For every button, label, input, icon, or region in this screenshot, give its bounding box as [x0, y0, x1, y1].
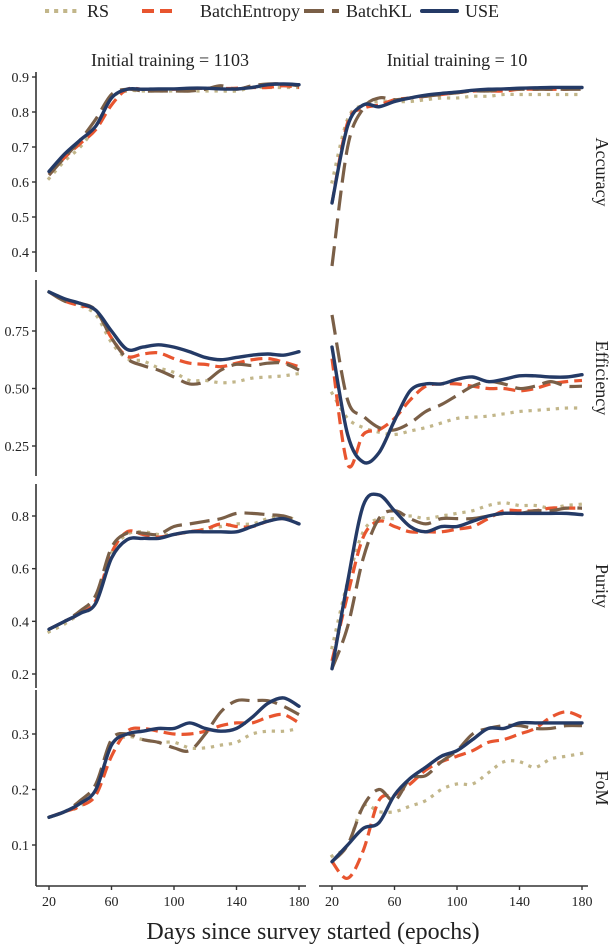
row-strip-fom: FoM: [592, 770, 612, 805]
series-line-use: [330, 720, 584, 864]
legend-label: BatchEntropy: [200, 1, 300, 21]
panel-efficiency-1: 0.25 0.50 0.75: [5, 280, 301, 476]
panel-purity-2: [330, 492, 584, 671]
legend-item-rs: RS: [45, 1, 109, 21]
x-tick-label: 60: [105, 895, 119, 910]
column-strip-labels: Initial training = 1103 Initial training …: [91, 50, 527, 70]
y-tick-label: 0.9: [12, 71, 30, 86]
y-tick-label: 0.6: [12, 563, 30, 578]
series-line-rs: [330, 92, 584, 184]
x-axis-1: 20 60 100 140 180: [36, 885, 310, 910]
series-line-rs: [330, 501, 584, 650]
series-line-batchentropy: [330, 358, 583, 469]
y-tick-label: 0.7: [12, 141, 30, 156]
series-line-rs: [46, 726, 301, 820]
panel-efficiency-2: [329, 314, 584, 469]
panel-accuracy-1: 0.4 0.5 0.6 0.7 0.8 0.9: [12, 71, 301, 272]
series-line-batchentropy: [48, 712, 300, 819]
panel-fom-1: 0.1 0.2 0.3: [12, 690, 301, 886]
x-tick-label: 140: [509, 895, 530, 910]
y-tick-label: 0.4: [12, 615, 30, 630]
column-strip-2: Initial training = 10: [387, 50, 528, 70]
legend-item-batchkl: BatchKL: [304, 1, 412, 21]
series-line-batchentropy: [330, 710, 583, 880]
legend-label: RS: [87, 1, 109, 21]
series-line-batchkl: [330, 506, 583, 670]
series-line-use: [330, 492, 584, 671]
series-line-batchentropy: [330, 506, 582, 662]
series-line-use: [330, 345, 584, 465]
series-line-batchkl: [330, 87, 582, 267]
x-axes: 20 60 100 140 180 20 60 100 140 180: [36, 885, 593, 910]
series-line-use: [47, 82, 301, 174]
y-tick-label: 0.3: [12, 728, 30, 743]
panel-accuracy-2: [330, 85, 584, 267]
series-line-use: [47, 290, 301, 362]
y-tick-label: 0.8: [12, 510, 30, 525]
x-axis-title: Days since survey started (epochs): [146, 919, 479, 945]
x-tick-label: 100: [164, 895, 185, 910]
x-tick-label: 180: [572, 895, 593, 910]
x-tick-label: 100: [447, 895, 468, 910]
y-tick-label: 0.25: [5, 440, 30, 455]
column-strip-1: Initial training = 1103: [91, 50, 249, 70]
series-line-batchkl: [48, 511, 300, 631]
x-axis-2: 20 60 100 140 180: [319, 885, 593, 910]
y-tick-label: 0.50: [5, 383, 30, 398]
series-line-rs: [46, 289, 301, 385]
x-tick-label: 60: [388, 895, 402, 910]
series-line-rs: [329, 390, 584, 437]
series-line-use: [330, 85, 584, 205]
row-strip-efficiency: Efficiency: [592, 341, 612, 416]
legend-label: USE: [465, 1, 499, 21]
x-tick-label: 20: [42, 895, 56, 910]
y-tick-label: 0.4: [12, 246, 30, 261]
row-strip-labels: Accuracy Efficiency Purity FoM: [592, 138, 612, 806]
series-line-batchkl: [48, 698, 300, 819]
panel-purity-1: 0.2 0.4 0.6 0.8: [12, 484, 302, 688]
series-line-rs: [329, 751, 584, 859]
x-tick-label: 20: [325, 895, 339, 910]
series-line-batchkl: [330, 723, 583, 863]
legend-item-batchentropy: BatchEntropy: [142, 1, 300, 21]
x-tick-label: 140: [226, 895, 247, 910]
y-tick-label: 0.5: [12, 211, 30, 226]
row-strip-accuracy: Accuracy: [592, 138, 612, 207]
y-tick-label: 0.75: [5, 325, 30, 340]
y-tick-label: 0.2: [12, 784, 30, 799]
series-line-use: [47, 516, 301, 631]
chart-panels: 0.40.50.60.70.80.90.250.500.750.20.40.60…: [5, 71, 584, 886]
y-tick-label: 0.2: [12, 668, 30, 683]
legend: RS BatchEntropy BatchKL USE: [45, 1, 499, 21]
y-tick-label: 0.8: [12, 106, 30, 121]
y-tick-label: 0.1: [12, 839, 30, 854]
row-strip-purity: Purity: [592, 564, 612, 608]
series-line-use: [47, 696, 301, 819]
panel-fom-2: [329, 710, 584, 880]
x-tick-label: 180: [289, 895, 310, 910]
series-line-batchkl: [47, 82, 300, 177]
series-line-batchkl: [330, 314, 583, 432]
legend-label: BatchKL: [346, 1, 412, 21]
legend-item-use: USE: [420, 1, 499, 21]
y-tick-label: 0.6: [12, 176, 30, 191]
